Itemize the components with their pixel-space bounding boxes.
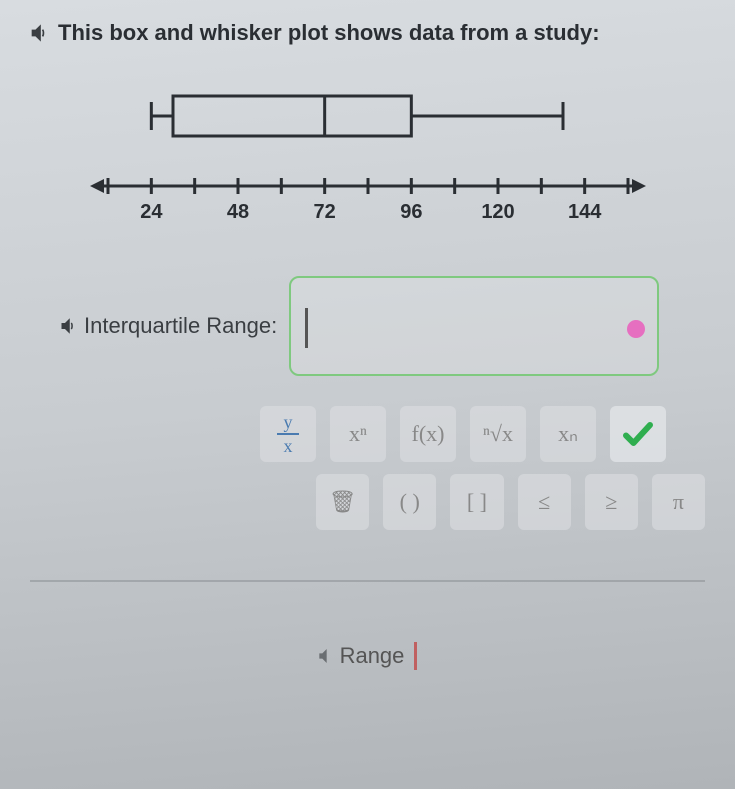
root-button[interactable]: ⁿ√x xyxy=(470,406,526,462)
speaker-icon[interactable] xyxy=(60,317,78,335)
frac-den: x xyxy=(284,437,293,455)
svg-text:96: 96 xyxy=(400,201,422,223)
svg-text:72: 72 xyxy=(313,201,335,223)
question-title-row: This box and whisker plot shows data fro… xyxy=(30,20,705,46)
check-icon xyxy=(620,416,656,452)
less-equal-button[interactable]: ≤ xyxy=(518,474,571,530)
svg-text:48: 48 xyxy=(226,201,248,223)
range-input-cursor[interactable] xyxy=(414,642,417,670)
input-cursor xyxy=(305,308,308,348)
parentheses-button[interactable]: ( ) xyxy=(383,474,436,530)
math-toolbar: y x xⁿ f(x) ⁿ√x xₙ 🗑 ( ) [ ] ≤ ≥ π xyxy=(260,406,705,530)
range-label-row: Range xyxy=(318,643,405,669)
question-title: This box and whisker plot shows data fro… xyxy=(58,20,600,46)
boxplot-chart: 24 48 72 96 120 144 xyxy=(88,76,648,236)
fraction-button[interactable]: y x xyxy=(260,406,316,462)
submit-check-button[interactable] xyxy=(610,406,666,462)
svg-text:144: 144 xyxy=(567,201,601,223)
svg-text:24: 24 xyxy=(140,201,163,223)
function-button[interactable]: f(x) xyxy=(400,406,456,462)
iqr-answer-input[interactable] xyxy=(289,276,659,376)
trash-button[interactable]: 🗑 xyxy=(316,474,369,530)
greater-equal-button[interactable]: ≥ xyxy=(585,474,638,530)
svg-text:120: 120 xyxy=(481,201,514,223)
subscript-button[interactable]: xₙ xyxy=(540,406,596,462)
iqr-label-text: Interquartile Range: xyxy=(84,313,277,339)
hint-dot[interactable] xyxy=(627,320,645,338)
frac-line xyxy=(277,433,299,435)
section-divider xyxy=(30,580,705,582)
speaker-icon[interactable] xyxy=(30,23,50,43)
brackets-button[interactable]: [ ] xyxy=(450,474,503,530)
speaker-icon[interactable] xyxy=(318,648,334,664)
iqr-label-row: Interquartile Range: xyxy=(60,313,277,339)
exponent-button[interactable]: xⁿ xyxy=(330,406,386,462)
frac-num: y xyxy=(284,413,293,431)
pi-button[interactable]: π xyxy=(652,474,705,530)
range-label-text: Range xyxy=(340,643,405,669)
